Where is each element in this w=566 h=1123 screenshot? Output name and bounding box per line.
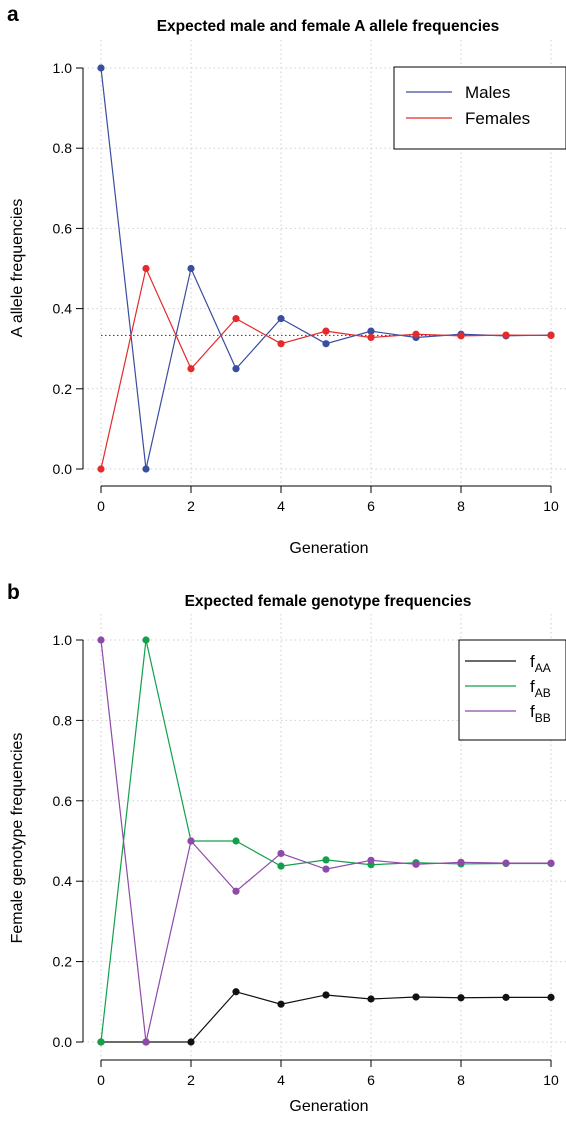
data-point-females: [502, 331, 510, 339]
data-point-females: [547, 331, 555, 340]
data-point-fab: [232, 837, 240, 845]
series-line-faa: [101, 991, 551, 1043]
data-point-faa: [277, 1000, 285, 1008]
chart-title-b: Expected female genotype frequencies: [185, 593, 472, 610]
x-tick-label-b: 6: [367, 1072, 375, 1088]
data-point-fab: [142, 636, 150, 644]
chart-title-a: Expected male and female A allele freque…: [157, 18, 500, 35]
data-point-females: [367, 333, 375, 342]
x-tick-label-b: 4: [277, 1072, 285, 1088]
y-tick-label-b: 1.0: [53, 632, 73, 648]
data-point-fbb: [457, 858, 465, 866]
data-point-faa: [187, 1038, 195, 1046]
x-tick-label-b: 8: [457, 1072, 465, 1088]
legend-label-fab: fAB: [530, 677, 551, 700]
y-tick-label-a: 0.0: [53, 461, 73, 477]
data-point-males: [97, 64, 105, 72]
data-point-fbb: [187, 837, 195, 845]
data-point-fbb: [367, 856, 375, 864]
data-point-females: [142, 264, 150, 273]
data-point-fbb: [502, 859, 510, 867]
data-point-females: [412, 330, 420, 338]
data-point-fbb: [322, 865, 330, 873]
data-point-males: [232, 365, 240, 373]
legend-label-fbb: fBB: [530, 702, 551, 725]
x-tick-label-a: 8: [457, 498, 465, 514]
y-axis-label-b: Female genotype frequencies: [9, 733, 26, 944]
x-tick-label-a: 6: [367, 498, 375, 514]
data-point-fbb: [142, 1038, 150, 1046]
y-tick-label-b: 0.8: [53, 712, 73, 728]
data-point-faa: [457, 994, 465, 1002]
data-point-females: [457, 332, 465, 340]
y-tick-label-a: 0.4: [53, 301, 73, 317]
y-axis-label-a: A allele frequencies: [9, 199, 26, 338]
data-point-faa: [322, 991, 330, 999]
data-point-fab: [97, 1038, 105, 1046]
y-tick-label-a: 0.2: [53, 381, 73, 397]
y-tick-label-a: 0.8: [53, 140, 73, 156]
y-tick-label-a: 1.0: [53, 60, 73, 76]
x-tick-label-b: 0: [97, 1072, 105, 1088]
x-axis-label-b: Generation: [289, 1098, 368, 1115]
data-point-females: [277, 340, 285, 348]
y-tick-label-b: 0.2: [53, 954, 73, 970]
legend-box-b: [458, 639, 566, 741]
data-point-males: [367, 327, 375, 335]
data-point-females: [322, 327, 330, 335]
y-tick-label-b: 0.4: [53, 873, 73, 889]
x-tick-label-a: 2: [187, 498, 195, 514]
data-point-fbb: [277, 849, 285, 858]
data-point-faa: [502, 993, 510, 1001]
x-axis-label-a: Generation: [289, 540, 368, 557]
data-point-males: [277, 315, 285, 323]
data-point-females: [187, 365, 195, 373]
legend-label-males: Males: [465, 83, 510, 102]
x-tick-label-b: 2: [187, 1072, 195, 1088]
y-tick-label-b: 0.0: [53, 1034, 73, 1050]
panel-letter-a: a: [7, 3, 19, 26]
data-point-fab: [277, 862, 285, 870]
data-point-males: [142, 465, 150, 473]
y-tick-label-b: 0.6: [53, 793, 73, 809]
data-point-females: [232, 315, 240, 323]
data-point-fbb: [232, 887, 240, 895]
data-point-males: [187, 264, 195, 273]
x-tick-label-a: 4: [277, 498, 285, 514]
data-point-fbb: [547, 859, 555, 867]
panel-letter-b: b: [7, 581, 20, 604]
data-point-fbb: [97, 636, 105, 644]
plot-area-a: 0 2 4 6 8 10 0.0 0.2 0.4 0.6 0.8 1.0 Males Females: [53, 40, 566, 514]
data-point-females: [97, 465, 105, 473]
legend-label-faa: fAA: [530, 652, 551, 675]
data-point-faa: [232, 988, 240, 996]
data-point-fbb: [412, 860, 420, 868]
data-point-faa: [367, 995, 375, 1003]
data-point-faa: [547, 993, 555, 1001]
data-point-males: [322, 340, 330, 348]
legend-label-females: Females: [465, 109, 530, 128]
data-point-fab: [322, 856, 330, 864]
x-tick-label-a: 10: [543, 498, 559, 514]
legend-box-a: [393, 66, 566, 150]
x-tick-label-b: 10: [543, 1072, 559, 1088]
data-point-faa: [412, 993, 420, 1001]
x-tick-label-a: 0: [97, 498, 105, 514]
y-tick-label-a: 0.6: [53, 220, 73, 236]
